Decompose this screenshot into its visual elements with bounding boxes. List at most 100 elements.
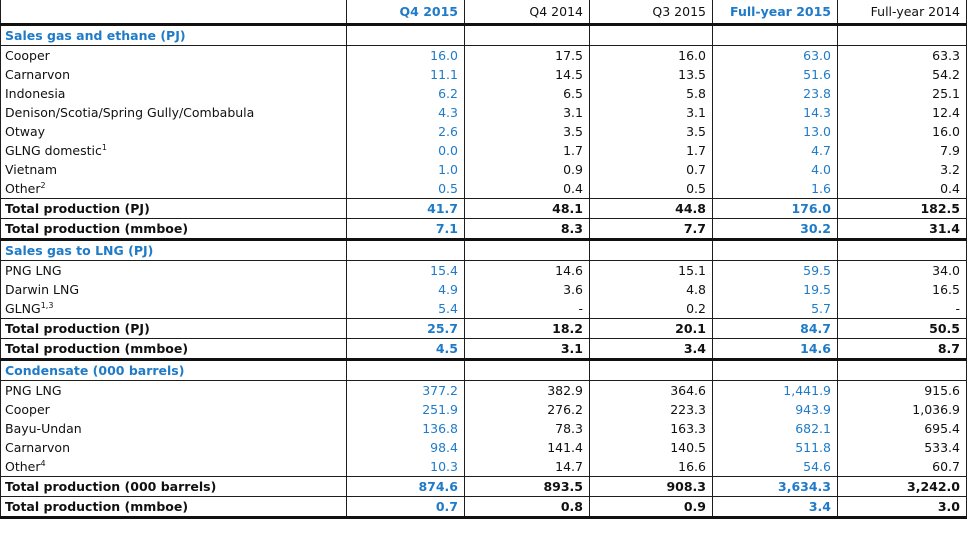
table-body: Sales gas and ethane (PJ) Cooper 16.0 17.5 1… — [0, 24, 967, 519]
table-row: Carnarvon 11.1 14.5 13.5 51.6 54.2 — [0, 65, 967, 84]
total-value-cell: 7.7 — [589, 218, 713, 241]
total-value-cell: 3,242.0 — [837, 476, 967, 497]
table-row: Indonesia 6.2 6.5 5.8 23.8 25.1 — [0, 84, 967, 103]
header-full-year-2015: Full-year 2015 — [712, 0, 838, 26]
total-value-cell: 50.5 — [837, 318, 967, 339]
value-cell: 5.4 — [346, 299, 465, 319]
table-row: PNG LNG 377.2 382.9 364.6 1,441.9 915.6 — [0, 380, 967, 400]
value-cell: 3.5 — [464, 122, 590, 141]
row-label-cell: Darwin LNG — [0, 280, 347, 299]
value-cell: 3.6 — [464, 280, 590, 299]
section-title: Sales gas and ethane (PJ) — [0, 24, 347, 46]
row-label-cell: Bayu-Undan — [0, 419, 347, 438]
row-label: Otway — [5, 123, 46, 139]
value-cell: 17.5 — [464, 45, 590, 65]
row-label: Indonesia — [5, 85, 66, 101]
row-label: Vietnam — [5, 161, 58, 177]
value-cell: 141.4 — [464, 438, 590, 457]
table-row: Carnarvon 98.4 141.4 140.5 511.8 533.4 — [0, 438, 967, 457]
value-cell: 382.9 — [464, 380, 590, 400]
total-value-cell: 18.2 — [464, 318, 590, 339]
value-cell: 14.3 — [712, 103, 838, 122]
table-row: Darwin LNG 4.9 3.6 4.8 19.5 16.5 — [0, 280, 967, 299]
section-header-empty-cell — [464, 24, 590, 46]
value-cell: 98.4 — [346, 438, 465, 457]
value-cell: 3.2 — [837, 160, 967, 179]
section-header-empty-cell — [346, 239, 465, 261]
value-cell: 0.9 — [464, 160, 590, 179]
section-header-empty-cell — [837, 24, 967, 46]
value-cell: 13.0 — [712, 122, 838, 141]
value-cell: 163.3 — [589, 419, 713, 438]
table-row: Denison/Scotia/Spring Gully/Combabula 4.3… — [0, 103, 967, 122]
value-cell: 7.9 — [837, 141, 967, 160]
total-value-cell: 908.3 — [589, 476, 713, 497]
value-cell: 54.6 — [712, 457, 838, 477]
row-label-cell: PNG LNG — [0, 380, 347, 400]
row-label: Carnarvon — [5, 66, 70, 82]
section-header-empty-cell — [464, 359, 590, 381]
value-cell: 1,036.9 — [837, 400, 967, 419]
value-cell: 15.4 — [346, 260, 465, 280]
section-title: Condensate (000 barrels) — [0, 359, 347, 381]
value-cell: 377.2 — [346, 380, 465, 400]
total-value-cell: 182.5 — [837, 198, 967, 219]
value-cell: 19.5 — [712, 280, 838, 299]
table-row: Otway 2.6 3.5 3.5 13.0 16.0 — [0, 122, 967, 141]
value-cell: 34.0 — [837, 260, 967, 280]
section-header-empty-cell — [464, 239, 590, 261]
table-row: Cooper 251.9 276.2 223.3 943.9 1,036.9 — [0, 400, 967, 419]
value-cell: 14.6 — [464, 260, 590, 280]
value-cell: 13.5 — [589, 65, 713, 84]
value-cell: - — [837, 299, 967, 319]
table-row: Vietnam 1.0 0.9 0.7 4.0 3.2 — [0, 160, 967, 179]
total-label: Total production (PJ) — [0, 318, 347, 339]
value-cell: 915.6 — [837, 380, 967, 400]
production-table: Q4 2015 Q4 2014 Q3 2015 Full-year 2015 F… — [0, 0, 967, 519]
value-cell: 16.0 — [837, 122, 967, 141]
value-cell: 1.7 — [589, 141, 713, 160]
value-cell: 14.7 — [464, 457, 590, 477]
table-row: GLNG1,3 5.4-0.2 5.7- — [0, 299, 967, 319]
value-cell: 0.4 — [837, 179, 967, 199]
section-header-empty-cell — [837, 359, 967, 381]
total-row: Total production (000 barrels) 874.6 893.5… — [0, 476, 967, 497]
value-cell: 23.8 — [712, 84, 838, 103]
value-cell: 251.9 — [346, 400, 465, 419]
total-value-cell: 3.4 — [589, 338, 713, 361]
header-label-cell — [0, 0, 347, 26]
table-row: GLNG domestic1 0.0 1.7 1.7 4.7 7.9 — [0, 141, 967, 160]
value-cell: 16.5 — [837, 280, 967, 299]
value-cell: 59.5 — [712, 260, 838, 280]
value-cell: 3.1 — [464, 103, 590, 122]
row-label-cell: PNG LNG — [0, 260, 347, 280]
total-value-cell: 893.5 — [464, 476, 590, 497]
value-cell: 0.5 — [346, 179, 465, 199]
row-label-cell: Other2 — [0, 179, 347, 199]
row-label: Carnarvon — [5, 439, 70, 455]
total-label: Total production (000 barrels) — [0, 476, 347, 497]
total-label: Total production (mmboe) — [0, 218, 347, 241]
value-cell: 4.9 — [346, 280, 465, 299]
production-table-container: Q4 2015 Q4 2014 Q3 2015 Full-year 2015 F… — [0, 0, 967, 519]
value-cell: 16.0 — [346, 45, 465, 65]
row-label: GLNG — [5, 300, 41, 316]
row-label: Other — [5, 180, 41, 196]
value-cell: 0.7 — [589, 160, 713, 179]
total-row: Total production (PJ) 25.7 18.2 20.1 84.7 50.… — [0, 318, 967, 339]
value-cell: 3.5 — [589, 122, 713, 141]
total-value-cell: 20.1 — [589, 318, 713, 339]
row-label-cell: Carnarvon — [0, 65, 347, 84]
value-cell: 682.1 — [712, 419, 838, 438]
value-cell: 63.3 — [837, 45, 967, 65]
value-cell: 1.6 — [712, 179, 838, 199]
value-cell: 78.3 — [464, 419, 590, 438]
total-value-cell: 14.6 — [712, 338, 838, 361]
section-header-empty-cell — [589, 239, 713, 261]
section-header-empty-cell — [837, 239, 967, 261]
total-value-cell: 25.7 — [346, 318, 465, 339]
table-row: Other4 10.3 14.7 16.6 54.6 60.7 — [0, 457, 967, 477]
section-header-empty-cell — [589, 24, 713, 46]
section-header-empty-cell — [589, 359, 713, 381]
value-cell: 54.2 — [837, 65, 967, 84]
